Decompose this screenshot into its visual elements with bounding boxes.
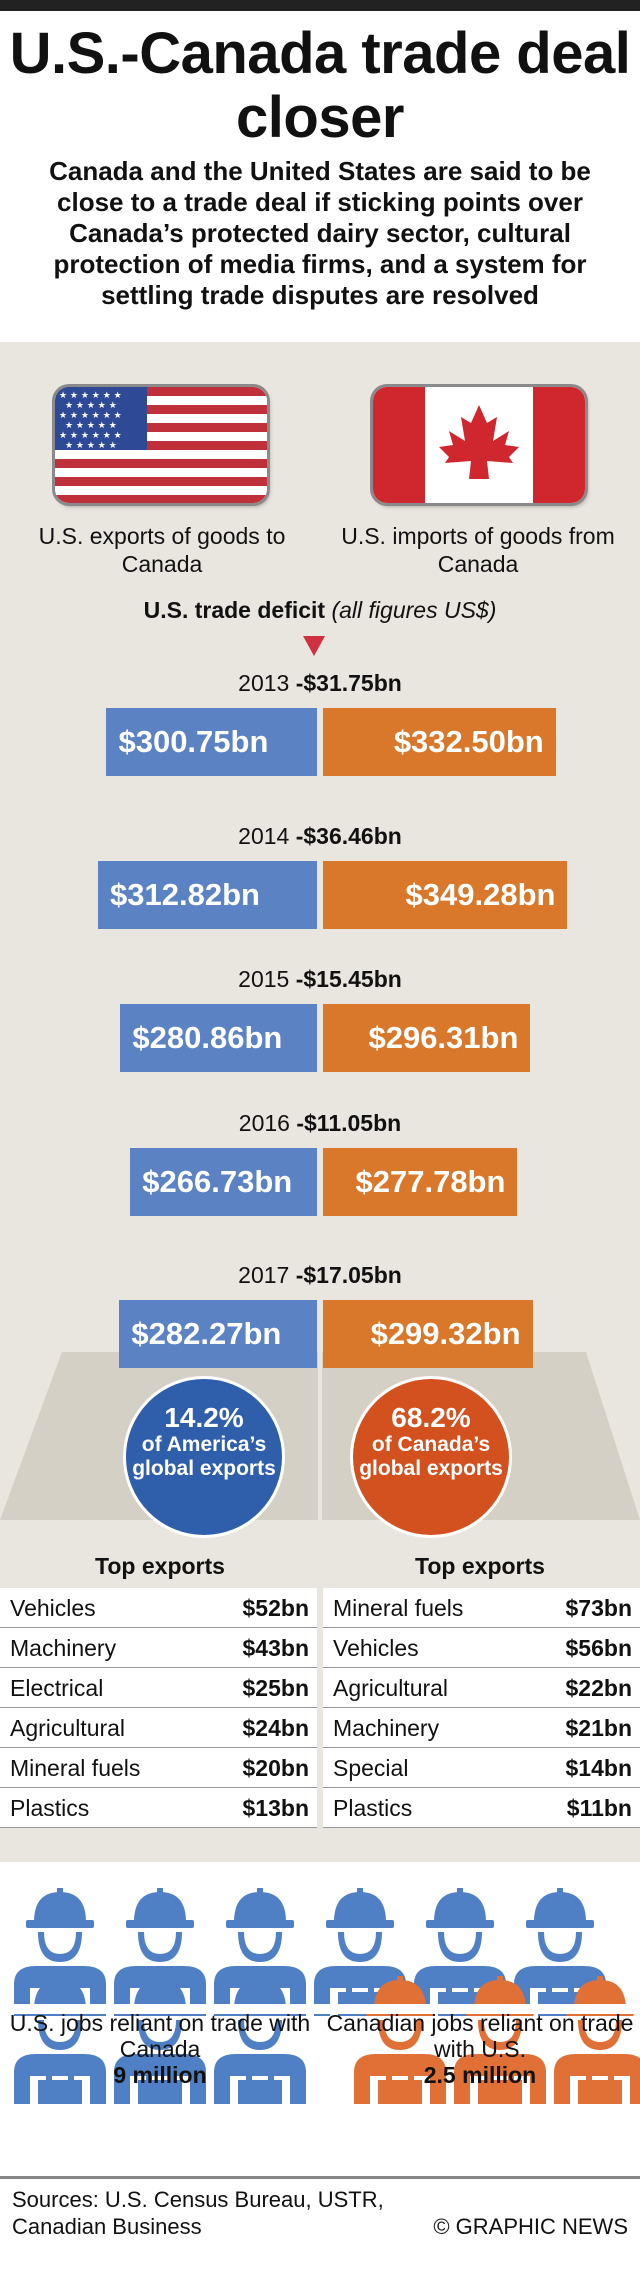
- bar-imports-2017: $299.32bn: [323, 1300, 533, 1368]
- table-row: Plastics $13bn: [0, 1788, 317, 1828]
- page-title: U.S.-Canada trade deal closer: [9, 21, 631, 150]
- bar-imports-2014: $349.28bn: [323, 861, 568, 929]
- export-value: $56bn: [565, 1635, 632, 1661]
- export-value: $13bn: [242, 1795, 309, 1821]
- export-category: Electrical: [10, 1675, 104, 1701]
- export-value: $52bn: [242, 1595, 309, 1621]
- bar-exports-2017: $282.27bn: [119, 1300, 317, 1368]
- us-exports-caption: U.S. exports of goods to Canada: [38, 523, 286, 577]
- ca-share-text: of Canada’s global exports: [359, 1433, 503, 1480]
- deficit-2016: -$11.05bn: [296, 1110, 402, 1136]
- bar-exports-2016: $266.73bn: [130, 1148, 317, 1216]
- table-row: Vehicles $52bn: [0, 1588, 317, 1628]
- deficit-heading: U.S. trade deficit (all figures US$): [0, 597, 640, 624]
- svg-text:★ ★ ★ ★ ★: ★ ★ ★ ★ ★: [65, 421, 117, 431]
- export-value: $24bn: [242, 1715, 309, 1741]
- export-category: Mineral fuels: [10, 1755, 141, 1781]
- us-imports-caption: U.S. imports of goods from Canada: [341, 523, 615, 577]
- svg-text:★ ★ ★ ★ ★ ★: ★ ★ ★ ★ ★ ★: [59, 411, 122, 421]
- top-bar: [0, 0, 640, 11]
- export-category: Special: [333, 1755, 409, 1781]
- year-label-2017: 2017 -$17.05bn: [0, 1262, 640, 1289]
- bar-imports-2016: $277.78bn: [323, 1148, 518, 1216]
- year-label-2014: 2014 -$36.46bn: [0, 823, 640, 850]
- ca-share-circle: 68.2% of Canada’s global exports: [350, 1376, 512, 1538]
- bar-exports-2014: $312.82bn: [98, 861, 317, 929]
- bar-imports-2013: $332.50bn: [323, 708, 556, 776]
- export-category: Mineral fuels: [333, 1595, 464, 1621]
- us-jobs-caption: U.S. jobs reliant on trade with Canada 9…: [0, 2010, 320, 2088]
- down-arrow-icon: [303, 636, 325, 656]
- deficit-2017: -$17.05bn: [295, 1262, 402, 1288]
- export-category: Plastics: [333, 1795, 413, 1821]
- ca-jobs-text: Canadian jobs reliant on trade with U.S.: [326, 2010, 634, 2062]
- deficit-heading-italic: (all figures US$): [331, 597, 497, 623]
- ca-jobs-caption: Canadian jobs reliant on trade with U.S.…: [320, 2010, 640, 2088]
- year-label-2013: 2013 -$31.75bn: [0, 670, 640, 697]
- ca-share-pct: 68.2%: [391, 1402, 471, 1433]
- export-value: $20bn: [242, 1755, 309, 1781]
- us-jobs-value: 9 million: [113, 2062, 207, 2088]
- us-share-text: of America’s global exports: [132, 1433, 276, 1480]
- svg-text:★ ★ ★ ★ ★: ★ ★ ★ ★ ★: [65, 401, 117, 411]
- credit: © GRAPHIC NEWS: [433, 2214, 628, 2239]
- table-row: Vehicles $56bn: [323, 1628, 640, 1668]
- deficit-2015: -$15.45bn: [295, 966, 402, 992]
- us-share-circle: 14.2% of America’s global exports: [123, 1376, 285, 1538]
- year-2013: 2013: [238, 670, 290, 696]
- year-2016: 2016: [238, 1110, 290, 1136]
- us-share-pct: 14.2%: [164, 1402, 244, 1433]
- ca-jobs-value: 2.5 million: [423, 2062, 537, 2088]
- canada-flag-icon: [373, 387, 585, 503]
- export-category: Plastics: [10, 1795, 90, 1821]
- ca-top-exports-heading: Top exports: [415, 1553, 545, 1579]
- bar-exports-2015: $280.86bn: [120, 1004, 317, 1072]
- export-category: Machinery: [10, 1635, 117, 1661]
- export-category: Vehicles: [333, 1635, 419, 1661]
- export-value: $73bn: [565, 1595, 632, 1621]
- year-label-2016: 2016 -$11.05bn: [0, 1110, 640, 1137]
- svg-text:★ ★ ★ ★ ★ ★: ★ ★ ★ ★ ★ ★: [59, 431, 122, 441]
- export-category: Machinery: [333, 1715, 440, 1741]
- export-category: Agricultural: [333, 1675, 449, 1701]
- table-row: Electrical $25bn: [0, 1668, 317, 1708]
- export-value: $11bn: [566, 1795, 632, 1821]
- export-category: Agricultural: [10, 1715, 126, 1741]
- table-row: Agricultural $22bn: [323, 1668, 640, 1708]
- table-row: Special $14bn: [323, 1748, 640, 1788]
- year-2014: 2014: [238, 823, 290, 849]
- sources: Sources: U.S. Census Bureau, USTR, Canad…: [12, 2187, 384, 2239]
- year-2015: 2015: [238, 966, 290, 992]
- export-value: $14bn: [565, 1755, 632, 1781]
- export-value: $25bn: [242, 1675, 309, 1701]
- subtitle: Canada and the United States are said to…: [49, 156, 591, 310]
- table-row: Machinery $43bn: [0, 1628, 317, 1668]
- svg-text:★ ★ ★ ★ ★: ★ ★ ★ ★ ★: [65, 441, 117, 451]
- export-value: $43bn: [242, 1635, 309, 1661]
- table-row: Agricultural $24bn: [0, 1708, 317, 1748]
- year-2017: 2017: [238, 1262, 290, 1288]
- workers-illustration: [0, 1888, 640, 2104]
- svg-text:★ ★ ★ ★ ★ ★: ★ ★ ★ ★ ★ ★: [59, 391, 122, 401]
- us-flag-icon: ★ ★ ★ ★ ★ ★ ★ ★ ★ ★ ★ ★ ★ ★ ★ ★ ★ ★ ★ ★ …: [55, 387, 267, 503]
- table-row: Machinery $21bn: [323, 1708, 640, 1748]
- year-label-2015: 2015 -$15.45bn: [0, 966, 640, 993]
- export-value: $22bn: [565, 1675, 632, 1701]
- export-category: Vehicles: [10, 1595, 96, 1621]
- deficit-heading-bold: U.S. trade deficit: [143, 597, 326, 623]
- bar-imports-2015: $296.31bn: [323, 1004, 531, 1072]
- export-value: $21bn: [565, 1715, 632, 1741]
- table-row: Mineral fuels $20bn: [0, 1748, 317, 1788]
- us-jobs-text: U.S. jobs reliant on trade with Canada: [9, 2010, 311, 2062]
- table-row: Mineral fuels $73bn: [323, 1588, 640, 1628]
- table-row: Plastics $11bn: [323, 1788, 640, 1828]
- deficit-2013: -$31.75bn: [295, 670, 402, 696]
- footer: [0, 2176, 640, 2270]
- deficit-2014: -$36.46bn: [295, 823, 402, 849]
- us-top-exports-heading: Top exports: [95, 1553, 225, 1579]
- bar-exports-2013: $300.75bn: [106, 708, 317, 776]
